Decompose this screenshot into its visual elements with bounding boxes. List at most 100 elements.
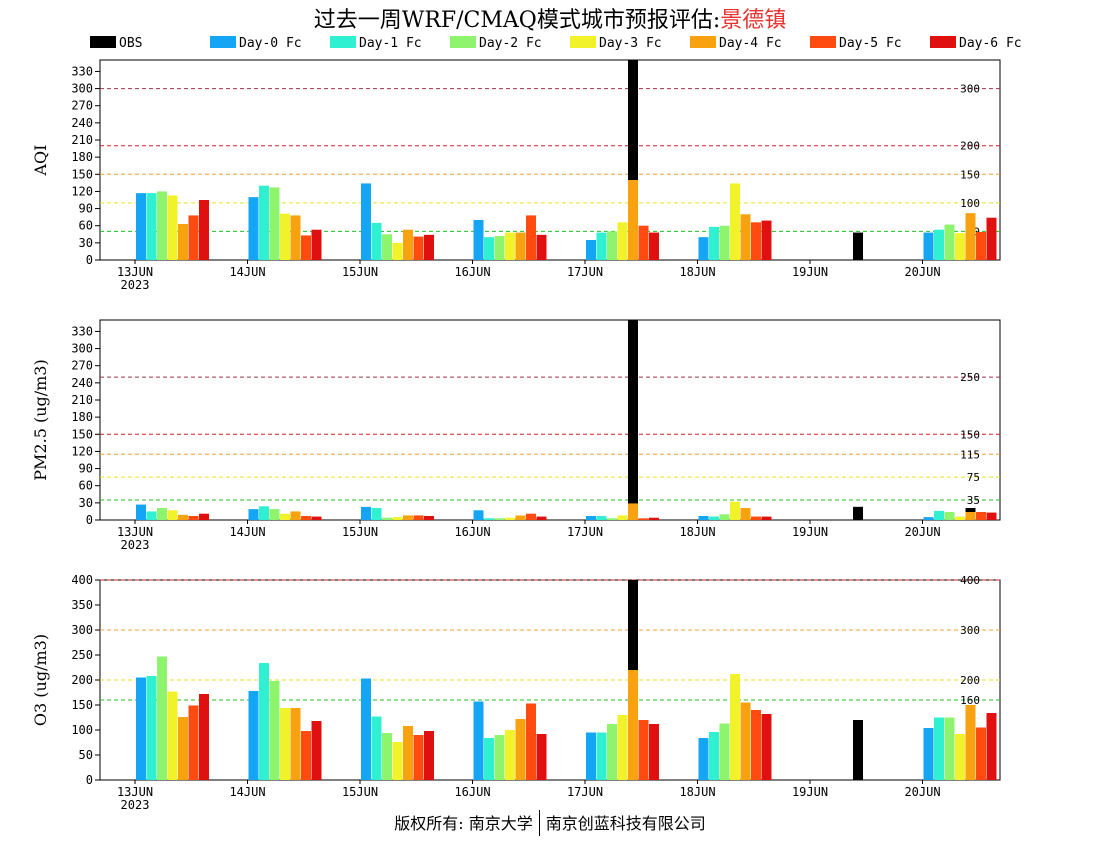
bar-day-2-fc: [494, 236, 505, 260]
bar-day-5-fc: [301, 235, 311, 260]
threshold-label: 250: [960, 371, 980, 384]
bar-day-0-fc: [248, 197, 259, 260]
x-tick-label: 20JUN: [904, 785, 940, 799]
bar-day-4-fc: [290, 708, 301, 780]
bar-day-4-fc: [740, 702, 751, 780]
legend-swatch: [330, 36, 356, 48]
x-tick-label: 14JUN: [229, 785, 265, 799]
y-axis-label: O3 (ug/m3): [31, 634, 50, 726]
x-tick-label: 18JUN: [679, 265, 715, 279]
legend-swatch: [90, 36, 116, 48]
footer-left: 版权所有: 南京大学: [394, 814, 533, 833]
bar-day-0-fc: [586, 516, 596, 520]
plot-frame: [99, 319, 1001, 521]
legend-label: Day-5 Fc: [839, 36, 902, 51]
bar-day-4-fc: [628, 670, 638, 780]
x-tick-label: 13JUN: [117, 265, 153, 279]
bar-day-4-fc: [965, 512, 976, 520]
threshold-label: 150: [960, 168, 980, 181]
bar-day-4-fc: [403, 726, 413, 780]
bar-day-5-fc: [751, 710, 761, 780]
bar-day-2-fc: [494, 518, 505, 520]
bar-day-5-fc: [638, 518, 649, 520]
legend-swatch: [570, 36, 596, 48]
legend-swatch: [930, 36, 956, 48]
bar-day-6-fc: [536, 734, 547, 780]
y-axis-label: PM2.5 (ug/m3): [31, 359, 50, 480]
bar-day-5-fc: [413, 515, 424, 520]
bar-day-0-fc: [473, 220, 484, 260]
bar-day-2-fc: [494, 735, 505, 780]
legend-item-6: Day-5 Fc: [810, 36, 902, 51]
bar-day-5-fc: [638, 720, 649, 780]
bar-day-1-fc: [596, 516, 607, 520]
y-tick-label: 300: [71, 623, 93, 637]
y-tick-label: 180: [71, 150, 93, 164]
bar-day-6-fc: [199, 513, 209, 520]
y-tick-label: 30: [79, 236, 93, 250]
bar-day-0-fc: [361, 678, 371, 780]
bar-day-0-fc: [923, 232, 934, 260]
bar-day-1-fc: [934, 717, 944, 780]
bar-obs: [853, 720, 863, 780]
bar-day-6-fc: [424, 234, 434, 260]
bar-day-0-fc: [698, 237, 709, 260]
bar-day-1-fc: [484, 518, 494, 520]
bar-day-2-fc: [382, 517, 392, 520]
bar-day-1-fc: [146, 193, 157, 260]
bar-day-6-fc: [199, 200, 209, 260]
bar-day-4-fc: [178, 717, 188, 780]
legend-item-1: Day-0 Fc: [210, 36, 302, 51]
x-tick-label: 16JUN: [454, 265, 490, 279]
bar-obs: [853, 506, 863, 520]
bar-day-4-fc: [740, 508, 751, 520]
bar-day-4-fc: [628, 180, 638, 260]
bar-day-0-fc: [923, 517, 934, 520]
bar-day-5-fc: [976, 512, 986, 520]
bar-day-3-fc: [730, 674, 740, 780]
bar-day-1-fc: [146, 676, 157, 780]
threshold-label: 160: [960, 694, 980, 707]
bar-day-4-fc: [515, 232, 526, 260]
y-tick-label: 50: [79, 748, 93, 762]
y-tick-label: 150: [71, 698, 93, 712]
legend-label: Day-6 Fc: [959, 36, 1022, 51]
bar-day-2-fc: [607, 724, 617, 780]
bar-day-0-fc: [136, 677, 146, 780]
bar-day-3-fc: [280, 213, 290, 260]
bar-day-4-fc: [178, 514, 188, 520]
legend-label: Day-1 Fc: [359, 36, 422, 51]
threshold-label: 115: [960, 448, 980, 461]
bar-day-6-fc: [311, 516, 322, 520]
bar-obs: [628, 60, 638, 260]
threshold-label: 400: [960, 574, 980, 587]
bar-day-3-fc: [617, 515, 628, 520]
y-tick-label: 0: [86, 513, 93, 527]
x-tick-label: 19JUN: [792, 525, 828, 539]
bar-day-2-fc: [382, 733, 392, 780]
bar-day-3-fc: [617, 715, 628, 780]
bar-obs: [853, 232, 863, 260]
bar-day-6-fc: [311, 721, 322, 780]
legend-label: Day-3 Fc: [599, 36, 662, 51]
bar-day-5-fc: [976, 232, 986, 260]
bar-day-2-fc: [944, 224, 955, 260]
bar-day-0-fc: [586, 240, 596, 260]
legend-swatch: [810, 36, 836, 48]
bar-day-5-fc: [301, 516, 311, 520]
y-tick-label: 60: [79, 219, 93, 233]
bar-day-0-fc: [473, 510, 484, 520]
bar-day-1-fc: [484, 738, 494, 780]
x-tick-label: 19JUN: [792, 265, 828, 279]
bar-day-3-fc: [280, 708, 290, 780]
x-tick-label: 15JUN: [342, 785, 378, 799]
bar-day-5-fc: [413, 236, 424, 260]
y-tick-label: 210: [71, 133, 93, 147]
threshold-label: 100: [960, 197, 980, 210]
plot-frame: [99, 59, 1001, 261]
y-tick-label: 270: [71, 359, 93, 373]
bar-day-5-fc: [188, 516, 199, 520]
bar-day-6-fc: [986, 713, 997, 780]
legend-item-4: Day-3 Fc: [570, 36, 662, 51]
bar-day-2-fc: [269, 681, 280, 780]
